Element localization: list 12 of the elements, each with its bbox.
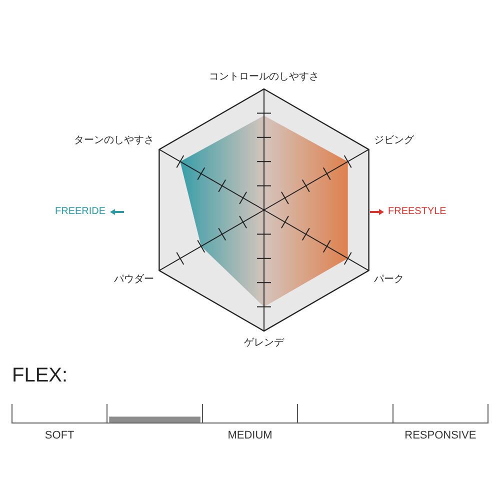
spoke-label: ゲレンデ bbox=[244, 338, 285, 349]
spoke-label: ジビング bbox=[374, 135, 415, 146]
x-tick-label: RESPONSIVE bbox=[404, 429, 476, 442]
spoke-label: パーク bbox=[373, 274, 404, 286]
x-tick-label: MEDIUM bbox=[228, 429, 272, 442]
chart-title: FLEX: bbox=[12, 364, 68, 387]
spoke-label: コントロールのしやすさ bbox=[209, 72, 319, 83]
spoke-label: パウダー bbox=[113, 273, 154, 286]
text: FREESTYLE bbox=[388, 206, 446, 217]
spoke-label: ターンのしやすさ bbox=[74, 135, 154, 146]
x-tick-label: SOFT bbox=[44, 429, 75, 442]
text: FREERIDE bbox=[55, 206, 106, 217]
